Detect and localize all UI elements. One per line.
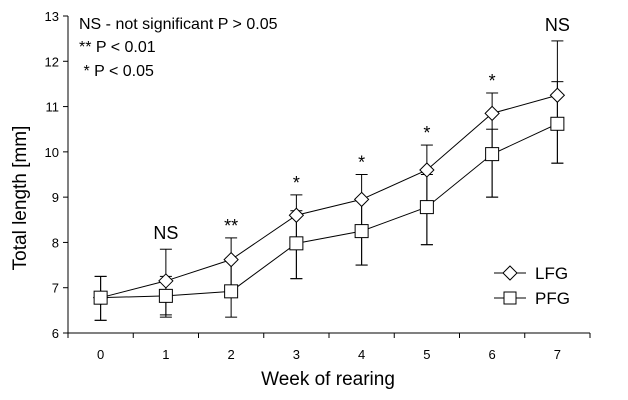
- significance-label: NS: [153, 223, 178, 243]
- x-tick-label: 0: [97, 347, 104, 362]
- point-pfg: [550, 116, 565, 131]
- y-tick-label: 6: [52, 326, 59, 341]
- point-lfg: [158, 273, 174, 289]
- y-tick-label: 8: [52, 235, 59, 250]
- x-tick-label: 1: [162, 347, 169, 362]
- point-lfg: [353, 191, 370, 208]
- y-axis-ticks: 6 7 8 9 10 11 12 13: [45, 9, 68, 341]
- y-tick-label: 7: [52, 281, 59, 296]
- point-lfg: [419, 162, 435, 178]
- point-pfg: [485, 147, 500, 162]
- series-lines: [100, 94, 558, 299]
- y-tick-label: 13: [45, 9, 59, 24]
- x-tick-label: 4: [358, 347, 365, 362]
- point-lfg: [549, 87, 566, 103]
- point-lfg: [223, 251, 239, 268]
- x-tick-label: 2: [228, 347, 235, 362]
- point-pfg: [354, 224, 369, 239]
- significance-label: **: [224, 216, 238, 236]
- point-pfg: [224, 284, 239, 299]
- annotation-single-star: * P < 0.05: [79, 63, 154, 80]
- legend-pfg-label: PFG: [535, 289, 570, 308]
- x-axis-title: Week of rearing: [261, 369, 395, 390]
- y-tick-label: 12: [45, 54, 59, 69]
- y-tick-label: 11: [46, 100, 60, 115]
- series-line-lfg: [100, 94, 558, 299]
- point-lfg: [288, 207, 305, 223]
- legend-lfg-diamond-marker: [502, 265, 518, 281]
- significance-label: *: [423, 123, 430, 143]
- significance-labels: NS ******NS: [153, 15, 570, 243]
- annotation-double-star: ** P < 0.01: [79, 39, 156, 56]
- x-tick-label: 7: [554, 347, 561, 362]
- significance-label: *: [293, 173, 300, 193]
- x-tick-label: 5: [423, 347, 430, 362]
- y-tick-label: 10: [45, 145, 59, 160]
- legend-pfg-square-marker: [503, 291, 517, 305]
- x-tick-label: 3: [293, 347, 300, 362]
- point-lfg: [484, 105, 500, 122]
- significance-label: NS: [545, 15, 570, 35]
- point-pfg: [158, 288, 173, 303]
- significance-label: *: [489, 71, 496, 91]
- series-markers: [92, 87, 566, 306]
- y-axis-title: Total length [mm]: [10, 126, 31, 271]
- point-pfg: [419, 200, 434, 215]
- significance-label: *: [358, 153, 365, 173]
- x-tick-label: 6: [489, 347, 496, 362]
- y-tick-label: 9: [52, 190, 59, 205]
- point-pfg: [289, 236, 304, 251]
- point-pfg: [93, 290, 108, 305]
- annotation-ns: NS - not significant P > 0.05: [79, 16, 278, 33]
- legend-lfg-label: LFG: [535, 264, 568, 283]
- legend: LFG PFG: [494, 264, 570, 308]
- x-axis-ticks: 0 1 2 3 4 5 6 7: [67, 333, 591, 362]
- series-line-pfg: [100, 123, 558, 299]
